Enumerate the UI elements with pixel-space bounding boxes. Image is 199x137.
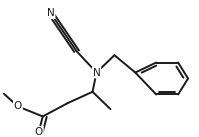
Text: N: N	[93, 68, 100, 78]
Text: N: N	[47, 8, 55, 18]
Text: O: O	[14, 101, 22, 111]
Text: O: O	[35, 127, 43, 137]
